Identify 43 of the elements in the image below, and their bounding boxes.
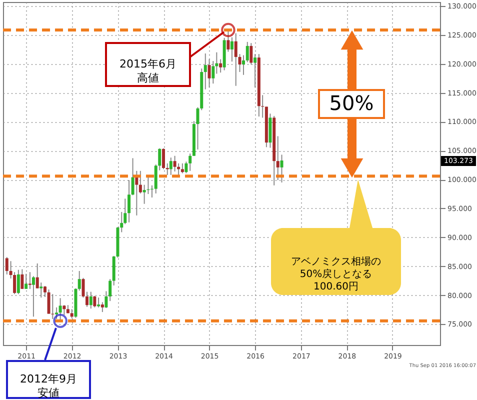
candlestick bbox=[184, 161, 188, 174]
candlestick bbox=[89, 291, 92, 310]
candlestick bbox=[246, 41, 249, 63]
candlestick bbox=[180, 162, 184, 174]
candlestick bbox=[280, 154, 284, 183]
candlestick bbox=[44, 286, 47, 298]
candlestick bbox=[16, 269, 20, 295]
candlestick bbox=[135, 170, 138, 216]
candlestick bbox=[104, 290, 108, 308]
annotation: 2015年6月高値 bbox=[120, 58, 176, 84]
candlestick bbox=[128, 180, 131, 223]
candlestick bbox=[250, 42, 253, 65]
candlestick bbox=[204, 52, 207, 90]
annotation: 50% bbox=[329, 91, 374, 115]
candlestick bbox=[55, 306, 58, 320]
candlestick bbox=[28, 272, 32, 290]
candlestick bbox=[226, 29, 230, 52]
candlestick bbox=[24, 273, 28, 290]
candlestick bbox=[62, 304, 66, 316]
candlestick bbox=[58, 298, 62, 322]
candlestick bbox=[40, 282, 43, 298]
annotation: アベノミクス相場の50%戻しとなる100.60円 bbox=[291, 256, 381, 292]
candlestick bbox=[93, 295, 96, 308]
candlestick bbox=[173, 155, 176, 172]
candlestick bbox=[234, 32, 238, 86]
candlestick bbox=[254, 54, 257, 88]
candlestick bbox=[20, 268, 24, 290]
annotation: 2012年9月安値 bbox=[20, 372, 77, 400]
candlestick bbox=[100, 302, 104, 313]
candlestick bbox=[230, 36, 234, 62]
candlestick bbox=[208, 58, 211, 88]
candlestick bbox=[276, 136, 280, 181]
candlestick bbox=[78, 270, 81, 292]
candlestick bbox=[169, 157, 172, 176]
candlestick bbox=[5, 256, 8, 275]
candlestick bbox=[162, 148, 166, 170]
candlestick bbox=[242, 54, 246, 76]
candlestick bbox=[32, 276, 35, 318]
candlestick bbox=[108, 278, 112, 302]
candlestick bbox=[188, 153, 192, 172]
candlestick bbox=[219, 58, 222, 74]
candlestick bbox=[70, 308, 74, 319]
candlestick bbox=[138, 170, 142, 194]
